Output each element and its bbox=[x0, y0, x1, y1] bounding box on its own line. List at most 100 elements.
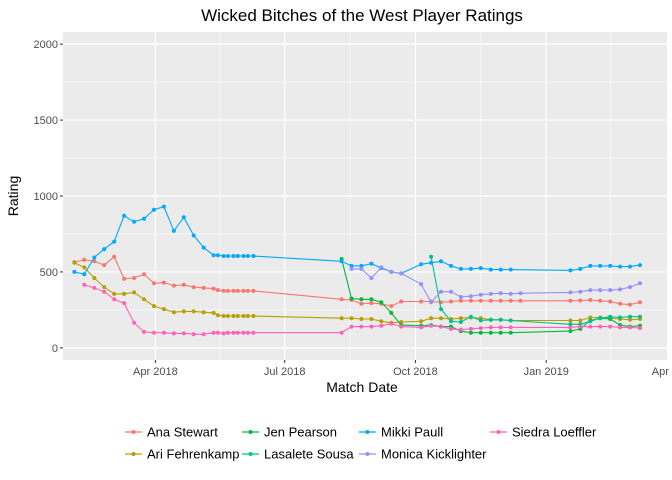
data-point bbox=[82, 257, 87, 262]
data-point bbox=[618, 301, 623, 306]
data-point bbox=[201, 332, 206, 337]
data-point bbox=[369, 276, 374, 280]
data-point bbox=[142, 297, 146, 302]
data-point bbox=[221, 254, 226, 258]
data-point bbox=[339, 259, 344, 264]
data-point bbox=[638, 300, 642, 305]
data-point bbox=[578, 289, 583, 294]
data-point bbox=[488, 317, 493, 322]
data-point bbox=[449, 289, 453, 294]
data-point bbox=[389, 269, 394, 274]
data-point bbox=[458, 295, 463, 299]
data-point bbox=[578, 324, 583, 329]
data-point bbox=[132, 276, 137, 280]
series-lasalete-sousa bbox=[429, 254, 642, 327]
data-point bbox=[201, 245, 206, 250]
data-point bbox=[449, 263, 453, 268]
data-point bbox=[598, 324, 603, 329]
data-point bbox=[122, 291, 127, 296]
legend-item: Ari Fehrenkamp bbox=[125, 447, 239, 462]
series-mikki-paull bbox=[72, 204, 642, 277]
data-point bbox=[399, 271, 404, 276]
data-point bbox=[488, 325, 493, 330]
data-point bbox=[608, 263, 613, 268]
data-point bbox=[82, 282, 87, 287]
data-point bbox=[588, 315, 593, 320]
data-point bbox=[518, 291, 523, 296]
data-point bbox=[468, 326, 473, 331]
data-point bbox=[142, 272, 146, 277]
data-point bbox=[369, 261, 374, 266]
y-tick-label: 1500 bbox=[34, 115, 58, 127]
data-point bbox=[102, 289, 107, 294]
data-point bbox=[508, 330, 513, 335]
data-point bbox=[132, 219, 137, 224]
data-point bbox=[399, 299, 404, 304]
data-point bbox=[449, 326, 453, 331]
data-point bbox=[628, 285, 632, 290]
legend-item: Mikki Paull bbox=[359, 425, 443, 440]
data-point bbox=[628, 317, 632, 322]
data-point bbox=[429, 254, 434, 259]
y-tick-label: 0 bbox=[52, 343, 58, 355]
data-point bbox=[439, 259, 443, 264]
data-point bbox=[488, 298, 493, 303]
data-point bbox=[598, 263, 603, 268]
data-point bbox=[429, 316, 434, 321]
legend-item: Lasalete Sousa bbox=[242, 447, 354, 462]
data-point bbox=[241, 314, 246, 318]
data-point bbox=[102, 247, 107, 252]
data-point bbox=[359, 324, 364, 329]
data-point bbox=[379, 319, 384, 324]
data-point bbox=[349, 316, 354, 321]
data-point bbox=[225, 288, 230, 293]
data-point bbox=[235, 254, 240, 258]
data-point bbox=[251, 314, 256, 318]
legend-key-point bbox=[131, 430, 136, 434]
x-tick-label: Apr 2019 bbox=[652, 366, 672, 378]
data-point bbox=[142, 329, 146, 334]
data-point bbox=[478, 292, 483, 297]
data-point bbox=[498, 298, 503, 303]
data-point bbox=[92, 285, 97, 290]
data-point bbox=[498, 325, 503, 330]
data-point bbox=[231, 330, 236, 335]
data-point bbox=[359, 317, 364, 321]
data-point bbox=[359, 263, 364, 268]
x-axis: Apr 2018 Jul 2018 Oct 2018 Jan 2019 Apr 2019 bbox=[133, 360, 672, 378]
data-point bbox=[508, 291, 513, 296]
data-point bbox=[608, 299, 613, 304]
data-point bbox=[498, 317, 503, 322]
data-point bbox=[142, 216, 146, 221]
data-point bbox=[478, 298, 483, 303]
data-point bbox=[429, 260, 434, 265]
data-point bbox=[468, 330, 473, 335]
legend-key-point bbox=[496, 430, 501, 434]
data-point bbox=[478, 326, 483, 331]
data-point bbox=[112, 254, 117, 259]
data-point bbox=[508, 298, 513, 303]
data-point bbox=[161, 204, 166, 209]
data-point bbox=[588, 324, 593, 329]
data-point bbox=[152, 281, 156, 286]
legend-key-point bbox=[365, 430, 370, 434]
data-point bbox=[191, 309, 196, 314]
data-point bbox=[102, 263, 107, 268]
data-point bbox=[245, 254, 250, 258]
data-point bbox=[215, 253, 220, 258]
data-point bbox=[245, 330, 250, 335]
data-point bbox=[339, 297, 344, 302]
legend-label: Ari Fehrenkamp bbox=[147, 447, 239, 462]
data-point bbox=[251, 330, 256, 335]
data-point bbox=[181, 309, 186, 314]
data-point bbox=[245, 314, 250, 318]
data-point bbox=[215, 330, 220, 335]
legend-item: Siedra Loeffler bbox=[490, 425, 597, 440]
data-point bbox=[508, 267, 513, 272]
data-point bbox=[112, 239, 117, 244]
data-point bbox=[241, 330, 246, 335]
data-point bbox=[419, 262, 424, 267]
data-point bbox=[399, 324, 404, 329]
data-point bbox=[241, 254, 246, 258]
